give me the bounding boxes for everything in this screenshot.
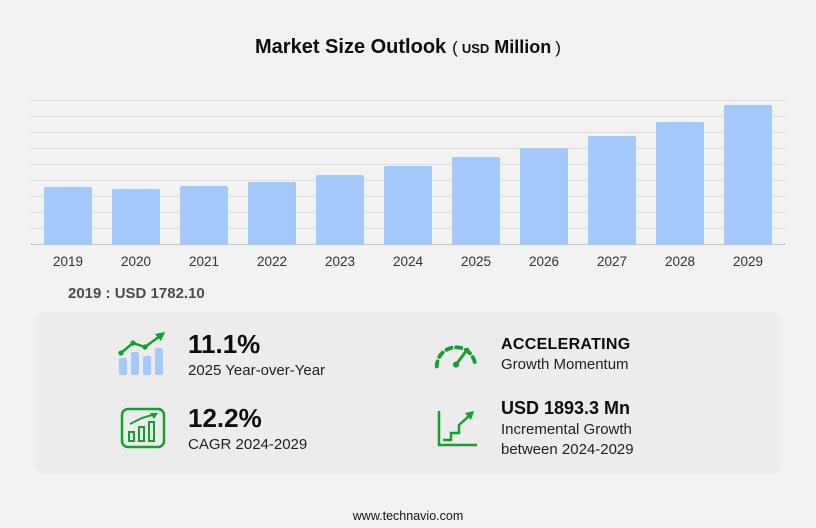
chart-bar — [724, 105, 772, 245]
chart-bar — [452, 157, 500, 245]
x-axis-label: 2029 — [732, 254, 764, 269]
cagr-chart-icon — [114, 407, 172, 449]
stat-momentum: ACCELERATING Growth Momentum — [427, 330, 720, 379]
stat-label: Growth Momentum — [501, 356, 629, 374]
gridline — [30, 116, 786, 117]
base-year-value: 2019 : USD 1782.10 — [68, 285, 205, 302]
x-axis: 2019 2020 2021 2022 2023 2024 2025 2026 2027 2028… — [30, 254, 786, 269]
chart-bar — [44, 187, 92, 245]
chart-bar — [316, 175, 364, 245]
stat-label: CAGR 2024-2029 — [188, 435, 308, 453]
x-axis-label: 2021 — [188, 254, 220, 269]
gridline — [30, 164, 786, 165]
gridline — [30, 132, 786, 133]
x-axis-label: 2028 — [664, 254, 696, 269]
chart-bar — [384, 166, 432, 245]
chart-plot — [30, 99, 786, 245]
stat-label-2: between 2024-2029 — [501, 441, 634, 459]
chart-bar — [180, 186, 228, 245]
stat-label: 2025 Year-over-Year — [188, 361, 326, 379]
stat-incremental: USD 1893.3 Mn Incremental Growth between… — [427, 397, 720, 459]
stat-cagr: 12.2% CAGR 2024-2029 — [114, 399, 407, 459]
chart-bars — [30, 99, 786, 245]
gridline — [30, 100, 786, 101]
title-paren-close: ) — [555, 38, 561, 57]
x-axis-label: 2020 — [120, 254, 152, 269]
x-axis-label: 2019 — [52, 254, 84, 269]
stats-panel: 11.1% 2025 Year-over-Year ACCELERATING G… — [36, 312, 780, 475]
x-axis-label: 2027 — [596, 254, 628, 269]
chart-bar — [656, 122, 704, 245]
chart-bar — [520, 148, 568, 245]
x-axis-label: 2026 — [528, 254, 560, 269]
speedometer-icon — [427, 336, 485, 372]
title-main: Market Size Outlook — [255, 36, 447, 58]
x-axis-label: 2025 — [460, 254, 492, 269]
title-paren-open: ( — [452, 38, 458, 57]
title-unit: Million — [494, 37, 552, 57]
bar-chart: 2019 2020 2021 2022 2023 2024 2025 2026 2027 2028… — [30, 99, 786, 269]
gridline — [30, 148, 786, 149]
x-axis-label: 2023 — [324, 254, 356, 269]
stat-yoy: 11.1% 2025 Year-over-Year — [114, 330, 407, 379]
title-currency: USD — [461, 41, 490, 56]
chart-bar — [588, 136, 636, 245]
page-title: Market Size Outlook (USD Million) — [0, 0, 816, 59]
stat-label: Incremental Growth — [501, 421, 632, 439]
footer-url: www.technavio.com — [352, 509, 464, 523]
stat-value: 11.1% — [188, 329, 261, 359]
bar-growth-icon — [114, 331, 172, 377]
stat-value: ACCELERATING — [501, 335, 631, 353]
chart-bar — [112, 189, 160, 245]
stat-value: USD 1893.3 Mn — [501, 397, 631, 418]
x-axis-label: 2024 — [392, 254, 424, 269]
x-axis-label: 2022 — [256, 254, 288, 269]
incremental-growth-icon — [427, 407, 485, 449]
chart-bar — [248, 182, 296, 245]
stat-value: 12.2% — [188, 403, 262, 434]
